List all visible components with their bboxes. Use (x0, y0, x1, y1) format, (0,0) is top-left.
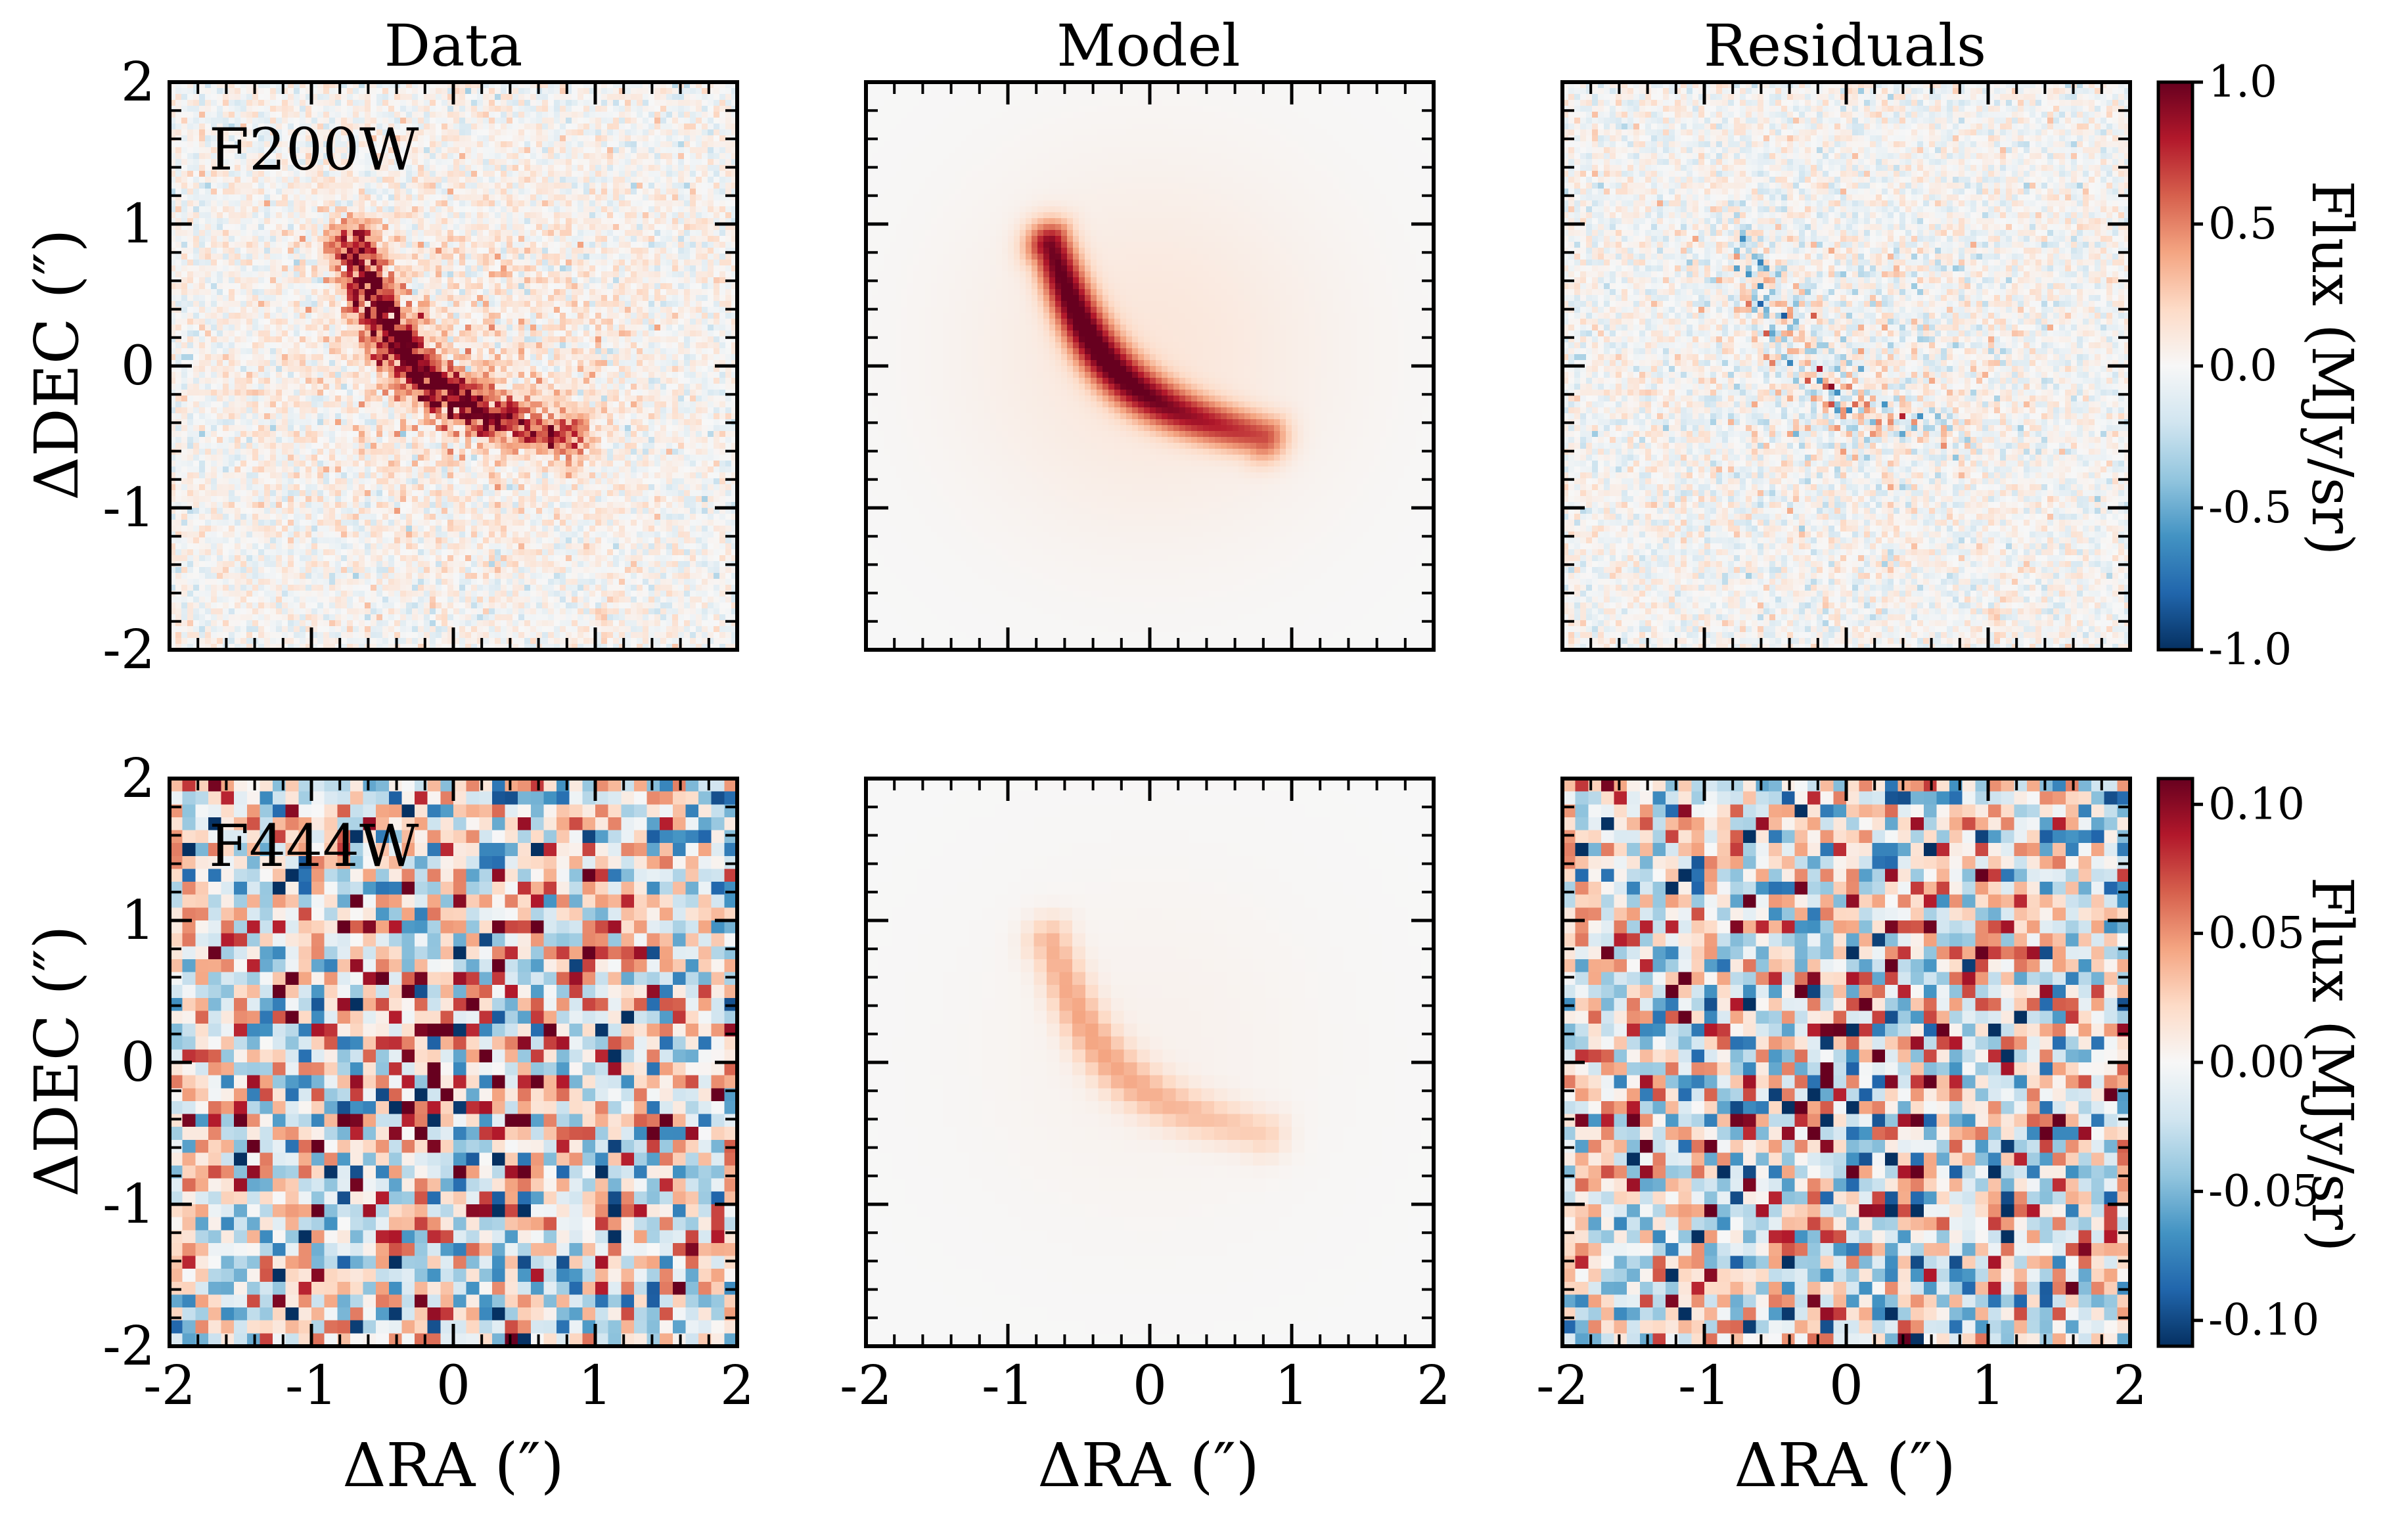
y-tick-label: 2 (121, 51, 155, 114)
colorbar-label-row1: Flux (MJy/sr) (2299, 181, 2365, 556)
x-tick-label: 0 (436, 1355, 470, 1417)
x-tick-label: 1 (1275, 1355, 1309, 1417)
x-tick-label: 2 (2113, 1355, 2147, 1417)
y-axis-label-row2: ΔDEC (″) (22, 925, 92, 1196)
y-tick-label: 1 (121, 890, 155, 952)
band-label-f200w: F200W (209, 116, 419, 183)
y-axis-label-row1: ΔDEC (″) (22, 229, 92, 500)
x-tick-label: -2 (143, 1355, 196, 1417)
x-tick-label: 1 (1971, 1355, 2005, 1417)
panel-model-row2: -2 -1 0 1 2 (840, 777, 1451, 1417)
heatmap-image-data-row1 (170, 82, 737, 650)
colorbar-label-row2: Flux (MJy/sr) (2299, 877, 2365, 1252)
x-axis-label-residuals: ΔRA (″) (1734, 1430, 1956, 1501)
colorbar-gradient (2156, 80, 2194, 652)
panel-data-row1: 2 1 0 -1 -2 (102, 51, 739, 681)
heatmap-image-residuals-row1 (1562, 82, 2130, 650)
y-tick-label: -1 (102, 477, 155, 539)
colorbar-tick-label: 0.05 (2208, 908, 2305, 959)
x-tick-label: -1 (285, 1355, 338, 1417)
y-tick-label: 0 (121, 1032, 155, 1094)
x-tick-label: -2 (1536, 1355, 1589, 1417)
heatmap-image-data-row2 (170, 779, 737, 1346)
y-tick-label: 1 (121, 193, 155, 256)
colorbar-tick-label: -0.10 (2208, 1295, 2319, 1346)
y-tick-label: -2 (102, 1315, 155, 1378)
heatmap-image-model-row2 (866, 779, 1434, 1346)
x-axis-label-model: ΔRA (″) (1037, 1430, 1260, 1501)
x-tick-label: 2 (720, 1355, 754, 1417)
x-tick-label: -1 (982, 1355, 1034, 1417)
column-title-model: Model (1056, 12, 1240, 79)
colorbar-tick-label: -0.5 (2208, 482, 2292, 533)
y-tick-label: -2 (102, 619, 155, 681)
colorbar-gradient (2156, 777, 2194, 1348)
x-tick-label: 2 (1417, 1355, 1451, 1417)
colorbar-tick-label: 0.00 (2208, 1037, 2305, 1087)
colorbar-tick-label: 0.5 (2208, 198, 2277, 249)
colorbar-tick-label: -1.0 (2208, 624, 2292, 675)
panel-data-row2: 2 1 0 -1 -2-2 -1 0 1 2 (102, 748, 754, 1417)
y-tick-label: 0 (121, 335, 155, 397)
colorbar-row2: 0.10 0.05 0.00 -0.05 -0.10 (2156, 777, 2319, 1348)
heatmap-image-model-row1 (866, 82, 1434, 650)
band-label-f444w: F444W (209, 812, 419, 880)
panel-residuals-row1 (1560, 80, 2132, 652)
colorbar-tick-label: -0.05 (2208, 1166, 2319, 1216)
x-tick-label: -1 (1678, 1355, 1731, 1417)
colorbar-tick-label: 1.0 (2208, 57, 2277, 107)
colorbar-row1: 1.0 0.5 0.0 -0.5 -1.0 (2156, 57, 2292, 675)
panel-model-row1 (864, 80, 1436, 652)
x-tick-label: 0 (1829, 1355, 1863, 1417)
x-axis-label-data: ΔRA (″) (342, 1430, 564, 1501)
x-tick-label: 1 (578, 1355, 612, 1417)
column-title-data: Data (384, 12, 523, 79)
x-tick-label: 0 (1133, 1355, 1167, 1417)
colorbar-tick-label: 0.0 (2208, 340, 2277, 391)
y-tick-label: -1 (102, 1173, 155, 1236)
heatmap-image-residuals-row2 (1562, 779, 2130, 1346)
panel-residuals-row2: -2 -1 0 1 2 (1536, 777, 2147, 1417)
colorbar-tick-label: 0.10 (2208, 779, 2305, 829)
colorbars: 1.0 0.5 0.0 -0.5 -1.0 0.10 0.05 0.00 -0.05 -0.10 (2156, 57, 2319, 1348)
y-tick-label: 2 (121, 748, 155, 810)
column-title-residuals: Residuals (1704, 12, 1986, 79)
x-tick-label: -2 (840, 1355, 892, 1417)
